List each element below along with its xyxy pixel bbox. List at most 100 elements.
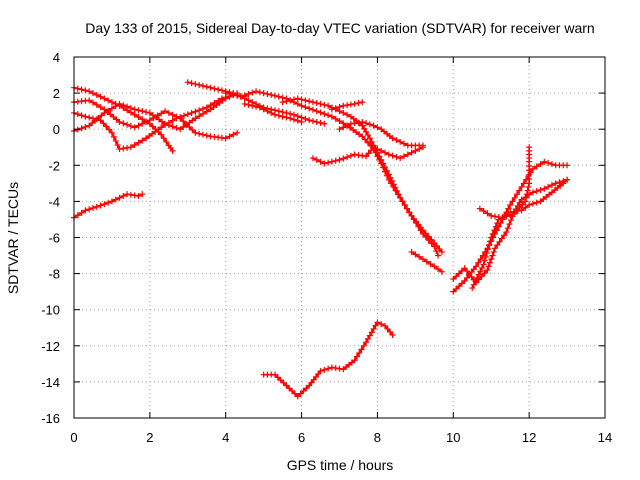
data-point-marker bbox=[112, 196, 119, 203]
data-point-marker bbox=[101, 201, 108, 208]
data-point-marker bbox=[541, 158, 548, 165]
data-point-marker bbox=[272, 92, 279, 99]
data-point-marker bbox=[363, 339, 370, 346]
data-point-marker bbox=[325, 112, 332, 119]
data-point-marker bbox=[389, 135, 396, 142]
data-point-marker bbox=[483, 249, 490, 256]
data-point-marker bbox=[529, 189, 536, 196]
data-point-marker bbox=[165, 122, 172, 129]
data-point-marker bbox=[481, 270, 488, 277]
data-point-marker bbox=[189, 117, 196, 124]
data-point-marker bbox=[199, 82, 206, 89]
data-point-marker bbox=[280, 379, 287, 386]
data-point-marker bbox=[529, 165, 536, 172]
series-line bbox=[479, 147, 530, 219]
data-point-marker bbox=[362, 136, 369, 143]
x-tick-label: 12 bbox=[522, 430, 536, 445]
data-point-marker bbox=[256, 104, 263, 111]
y-tick-label: 4 bbox=[53, 50, 60, 65]
data-point-marker bbox=[364, 335, 371, 342]
data-point-marker bbox=[127, 104, 134, 111]
data-point-marker bbox=[256, 89, 263, 96]
data-point-marker bbox=[488, 212, 495, 219]
x-tick-label: 8 bbox=[374, 430, 381, 445]
data-point-marker bbox=[435, 252, 442, 259]
data-point-marker bbox=[139, 108, 146, 115]
data-point-marker bbox=[438, 268, 445, 275]
data-point-marker bbox=[268, 109, 275, 116]
data-point-marker bbox=[548, 182, 555, 189]
data-point-marker bbox=[107, 111, 114, 118]
data-point-marker bbox=[520, 180, 527, 187]
data-point-marker bbox=[351, 120, 358, 127]
data-point-marker bbox=[366, 121, 373, 128]
data-point-marker bbox=[419, 142, 426, 149]
data-point-marker bbox=[325, 102, 332, 109]
data-point-marker bbox=[450, 276, 457, 283]
data-point-marker bbox=[313, 118, 320, 125]
data-point-marker bbox=[400, 140, 407, 147]
data-point-marker bbox=[294, 95, 301, 102]
data-point-marker bbox=[397, 194, 404, 201]
data-point-marker bbox=[302, 104, 309, 111]
data-point-marker bbox=[366, 135, 373, 142]
data-point-marker bbox=[294, 117, 301, 124]
data-point-marker bbox=[287, 97, 294, 104]
data-point-marker bbox=[86, 97, 93, 104]
data-point-marker bbox=[158, 110, 165, 117]
data-point-marker bbox=[155, 126, 162, 133]
data-point-marker bbox=[506, 221, 513, 228]
data-point-marker bbox=[387, 174, 394, 181]
data-point-marker bbox=[189, 126, 196, 133]
data-point-marker bbox=[131, 111, 138, 118]
data-point-marker bbox=[545, 183, 552, 190]
data-point-marker bbox=[511, 194, 518, 201]
data-point-marker bbox=[149, 112, 156, 119]
data-point-marker bbox=[110, 133, 117, 140]
data-point-marker bbox=[116, 100, 123, 107]
data-point-marker bbox=[340, 109, 347, 116]
data-point-marker bbox=[169, 117, 176, 124]
data-point-marker bbox=[309, 106, 316, 113]
data-point-marker bbox=[127, 191, 134, 198]
data-point-marker bbox=[196, 81, 203, 88]
series-track-2 bbox=[71, 97, 241, 142]
data-point-marker bbox=[564, 162, 571, 169]
data-point-marker bbox=[389, 152, 396, 159]
data-point-marker bbox=[453, 273, 460, 280]
data-point-marker bbox=[509, 198, 516, 205]
data-point-marker bbox=[390, 181, 397, 188]
data-point-marker bbox=[139, 191, 146, 198]
data-point-marker bbox=[510, 211, 517, 218]
data-point-marker bbox=[516, 187, 523, 194]
data-point-marker bbox=[120, 192, 127, 199]
data-point-marker bbox=[135, 139, 142, 146]
data-point-marker bbox=[475, 259, 482, 266]
data-point-marker bbox=[264, 108, 271, 115]
data-point-marker bbox=[505, 205, 512, 212]
data-point-marker bbox=[110, 113, 117, 120]
data-point-marker bbox=[124, 103, 131, 110]
data-point-marker bbox=[516, 204, 523, 211]
data-point-marker bbox=[359, 152, 366, 159]
data-point-marker bbox=[351, 357, 358, 364]
data-point-marker bbox=[370, 144, 377, 151]
data-point-marker bbox=[207, 84, 214, 91]
data-point-marker bbox=[370, 122, 377, 129]
data-point-marker bbox=[120, 145, 127, 152]
data-point-marker bbox=[303, 385, 310, 392]
data-point-marker bbox=[541, 185, 548, 192]
data-point-marker bbox=[490, 248, 497, 255]
series-line bbox=[73, 193, 143, 219]
data-point-marker bbox=[365, 150, 372, 157]
data-point-marker bbox=[162, 108, 169, 115]
data-point-marker bbox=[165, 109, 172, 116]
data-point-marker bbox=[158, 118, 165, 125]
data-point-marker bbox=[488, 234, 495, 241]
data-point-marker bbox=[469, 285, 476, 292]
data-point-marker bbox=[359, 133, 366, 140]
data-point-marker bbox=[481, 257, 488, 264]
data-point-marker bbox=[199, 131, 206, 138]
data-point-marker bbox=[564, 176, 571, 183]
data-point-marker bbox=[234, 92, 241, 99]
